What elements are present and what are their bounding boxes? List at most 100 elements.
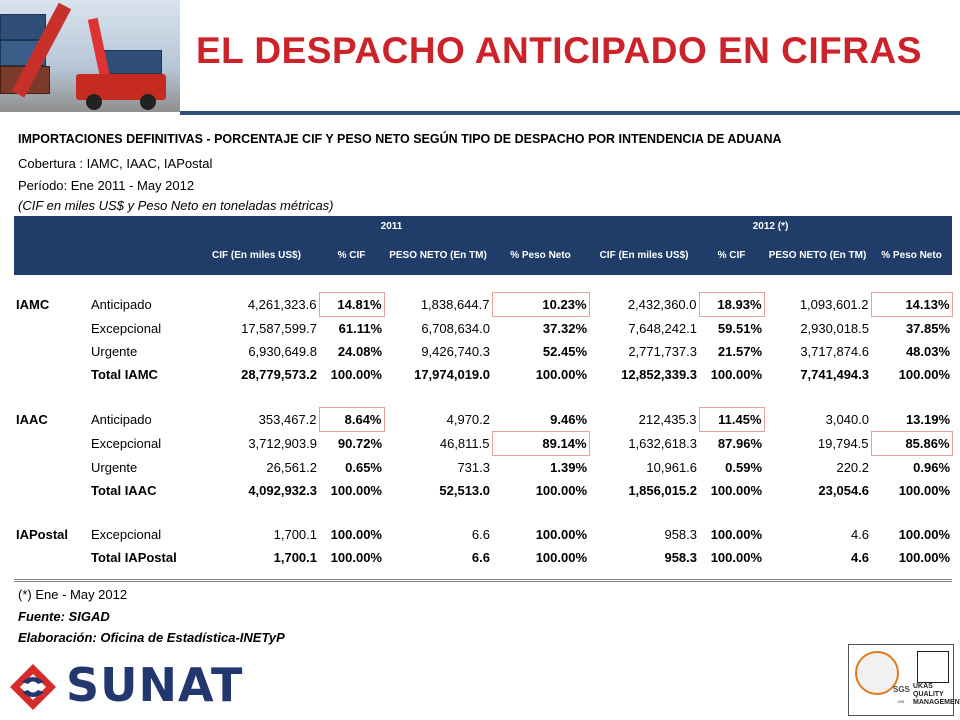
cell-cif-2011: 28,779,573.2 [241, 367, 317, 382]
cell-cif-2011: 4,092,932.3 [248, 483, 317, 498]
header-rule [180, 111, 960, 115]
cell-peso-2011: 17,974,019.0 [414, 367, 490, 382]
table-row: IAPostal Excepcional 1,700.1 100.00% 6.6… [14, 523, 952, 546]
cell-peso-2012: 23,054.6 [818, 483, 870, 498]
header-pct-cif-2012: % CIF [699, 236, 765, 275]
header-year-2011: 2011 [194, 216, 590, 236]
cell-pct-cif-2011: 90.72% [337, 436, 382, 452]
cell-peso-2011: 731.3 [457, 459, 490, 475]
cell-pct-peso-2011: 52.45% [542, 344, 588, 359]
cell-pct-peso-2012: 37.85% [905, 321, 951, 336]
group-name-iaac: IAAC [16, 412, 48, 427]
cell-pct-cif-2012: 18.93% [698, 292, 765, 317]
cell-peso-2012: 1,093,601.2 [799, 297, 869, 312]
cell-pct-cif-2011: 14.81% [318, 292, 385, 317]
header-blank-2 [14, 236, 194, 275]
cell-pct-peso-2011: 37.32% [542, 321, 588, 336]
cell-peso-2011: 52,513.0 [439, 483, 490, 498]
cell-pct-cif-2012: 59.51% [717, 321, 763, 336]
cell-pct-peso-2012: 100.00% [898, 367, 951, 382]
table-bottom-rule [14, 569, 953, 582]
cell-peso-2012: 220.2 [836, 459, 870, 475]
cell-peso-2011: 1,838,644.7 [420, 297, 490, 312]
cell-pct-peso-2011: 10.23% [491, 292, 590, 317]
cell-cif-2011: 4,261,323.6 [247, 297, 317, 312]
cell-peso-2012: 4.6 [850, 550, 870, 565]
cell-pct-cif-2012: 0.59% [725, 459, 763, 475]
cell-type: Excepcional [91, 320, 162, 336]
cell-peso-2012: 3,040.0 [825, 412, 870, 427]
cell-peso-2011: 6.6 [471, 527, 490, 542]
table-row: Excepcional 17,587,599.7 61.11% 6,708,63… [14, 317, 952, 341]
header-pct-peso-2012: % Peso Neto [871, 236, 953, 275]
cell-pct-peso-2011: 1.39% [550, 460, 588, 475]
cell-cif-2012: 1,632,618.3 [628, 436, 698, 451]
cell-pct-cif-2012: 100.00% [710, 527, 763, 542]
cell-type: Anticipado [91, 297, 152, 312]
sgs-label: SGS [893, 685, 910, 694]
header-peso-2011: PESO NETO (En TM) [384, 236, 492, 275]
group-name-iapostal: IAPostal [16, 527, 69, 542]
table-row: Excepcional 3,712,903.9 90.72% 46,811.5 … [14, 431, 953, 456]
cell-pct-peso-2011: 9.46% [550, 411, 588, 427]
header-year-2012: 2012 (*) [589, 216, 953, 236]
ukas-code: 005 [897, 699, 905, 704]
table-row: Urgente 6,930,649.8 24.08% 9,426,740.3 5… [14, 340, 952, 363]
cell-pct-cif-2011: 24.08% [337, 344, 382, 359]
table-row-total: Total IAAC 4,092,932.3 100.00% 52,513.0 … [14, 479, 952, 502]
cell-pct-cif-2012: 11.45% [698, 407, 765, 432]
period-text: Período: Ene 2011 - May 2012 [18, 178, 195, 193]
cell-pct-cif-2011: 0.65% [345, 459, 382, 475]
cell-pct-cif-2011: 61.11% [338, 321, 382, 336]
cell-cif-2012: 958.3 [664, 550, 698, 565]
cell-cif-2012: 12,852,339.3 [621, 367, 698, 382]
cell-pct-peso-2012: 100.00% [898, 527, 951, 542]
cell-pct-peso-2011: 100.00% [535, 483, 588, 498]
cell-pct-peso-2012: 85.86% [870, 431, 953, 456]
cell-pct-cif-2012: 100.00% [710, 367, 763, 382]
cell-peso-2011: 46,811.5 [439, 436, 490, 451]
table-row-total: Total IAPostal 1,700.1 100.00% 6.6 100.0… [14, 546, 952, 569]
source-note: Fuente: SIGAD [18, 609, 110, 624]
cell-pct-cif-2012: 87.96% [717, 436, 763, 452]
cell-pct-peso-2012: 48.03% [905, 344, 951, 359]
cell-peso-2011: 9,426,740.3 [421, 344, 490, 359]
cell-peso-2012: 4.6 [850, 527, 870, 542]
cell-pct-peso-2012: 14.13% [870, 292, 953, 317]
coverage-text: Cobertura : IAMC, IAAC, IAPostal [18, 156, 213, 171]
table-body: IAMC Anticipado 4,261,323.6 14.81% 1,838… [14, 275, 953, 582]
sunat-emblem-icon [10, 664, 56, 710]
table-row-total: Total IAMC 28,779,573.2 100.00% 17,974,0… [14, 363, 952, 386]
cell-cif-2012: 958.3 [664, 527, 698, 542]
cell-pct-cif-2011: 100.00% [330, 483, 382, 498]
cell-pct-cif-2011: 8.64% [318, 407, 385, 432]
data-table-container: 2011 2012 (*) CIF (En miles US$) % CIF P… [14, 216, 953, 582]
prepared-by-note: Elaboración: Oficina de Estadística-INET… [18, 630, 285, 645]
cell-type: Urgente [91, 344, 138, 359]
page-title: EL DESPACHO ANTICIPADO EN CIFRAS [196, 30, 922, 71]
header-pct-peso-2011: % Peso Neto [492, 236, 590, 275]
cell-type: Anticipado [91, 412, 152, 427]
cell-cif-2011: 3,712,903.9 [248, 436, 317, 451]
sgs-seal-icon [855, 651, 899, 695]
cell-pct-cif-2011: 100.00% [330, 550, 382, 565]
cell-pct-peso-2011: 89.14% [491, 431, 590, 456]
container-lifted [100, 50, 162, 74]
cell-pct-peso-2012: 0.96% [913, 460, 951, 475]
cell-type: Total IAPostal [91, 550, 177, 565]
cell-pct-peso-2012: 13.19% [905, 411, 951, 427]
cell-pct-peso-2012: 100.00% [898, 550, 951, 565]
cell-pct-cif-2012: 100.00% [710, 550, 763, 565]
cell-cif-2011: 353,467.2 [258, 412, 317, 427]
data-table: 2011 2012 (*) CIF (En miles US$) % CIF P… [14, 216, 953, 582]
cell-cif-2012: 212,435.3 [638, 412, 697, 427]
cell-peso-2012: 3,717,874.6 [800, 344, 870, 359]
footnote: (*) Ene - May 2012 [18, 587, 128, 602]
header-cif-2012: CIF (En miles US$) [589, 236, 700, 275]
table-row: Urgente 26,561.2 0.65% 731.3 1.39% 10,96… [14, 456, 952, 480]
cell-pct-peso-2011: 100.00% [535, 367, 588, 382]
cell-cif-2012: 2,771,737.3 [628, 344, 698, 359]
units-note: (CIF en miles US$ y Peso Neto en tonelad… [18, 198, 334, 213]
header-pct-cif-2011: % CIF [319, 236, 384, 275]
cell-cif-2012: 2,432,360.0 [627, 297, 697, 312]
